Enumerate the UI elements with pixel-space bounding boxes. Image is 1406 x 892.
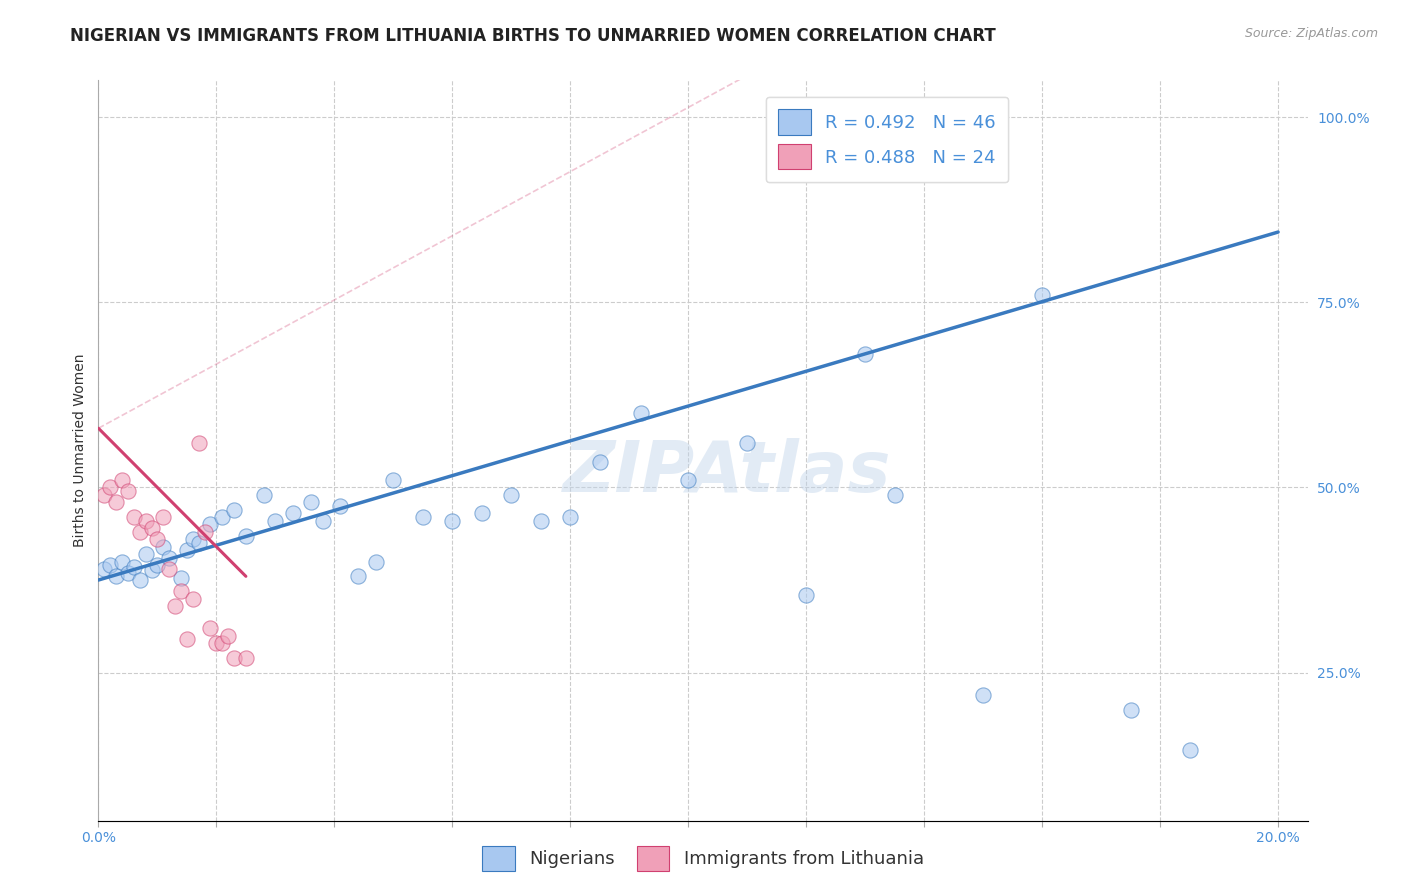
Text: Source: ZipAtlas.com: Source: ZipAtlas.com	[1244, 27, 1378, 40]
Point	[299, 495, 322, 509]
Point	[1178, 743, 1201, 757]
Point	[98, 480, 121, 494]
Point	[222, 502, 245, 516]
Point	[1119, 703, 1142, 717]
Point	[141, 563, 163, 577]
Point	[170, 571, 193, 585]
Point	[181, 591, 204, 606]
Point	[530, 514, 553, 528]
Point	[176, 632, 198, 647]
Point	[794, 588, 817, 602]
Point	[211, 510, 233, 524]
Legend: R = 0.492   N = 46, R = 0.488   N = 24: R = 0.492 N = 46, R = 0.488 N = 24	[765, 96, 1008, 182]
Point	[364, 554, 387, 569]
Point	[93, 488, 115, 502]
Point	[122, 510, 145, 524]
Point	[152, 540, 174, 554]
Point	[678, 473, 700, 487]
Point	[235, 528, 257, 542]
Point	[117, 484, 139, 499]
Point	[630, 407, 652, 421]
Point	[111, 554, 134, 569]
Point	[105, 569, 128, 583]
Point	[117, 566, 139, 580]
Point	[347, 569, 370, 583]
Point	[329, 499, 352, 513]
Point	[883, 488, 905, 502]
Point	[200, 517, 222, 532]
Legend: Nigerians, Immigrants from Lithuania: Nigerians, Immigrants from Lithuania	[475, 838, 931, 879]
Text: NIGERIAN VS IMMIGRANTS FROM LITHUANIA BIRTHS TO UNMARRIED WOMEN CORRELATION CHAR: NIGERIAN VS IMMIGRANTS FROM LITHUANIA BI…	[70, 27, 995, 45]
Y-axis label: Births to Unmarried Women: Births to Unmarried Women	[73, 354, 87, 547]
Point	[141, 521, 163, 535]
Point	[560, 510, 582, 524]
Point	[412, 510, 434, 524]
Point	[735, 436, 758, 450]
Point	[972, 688, 994, 702]
Point	[235, 650, 257, 665]
Point	[105, 495, 128, 509]
Point	[181, 533, 204, 547]
Point	[501, 488, 523, 502]
Point	[382, 473, 405, 487]
Point	[122, 560, 145, 574]
Point	[146, 533, 169, 547]
Point	[187, 536, 209, 550]
Point	[217, 628, 239, 642]
Point	[200, 621, 222, 635]
Point	[152, 510, 174, 524]
Point	[176, 543, 198, 558]
Point	[1031, 288, 1053, 302]
Point	[194, 524, 217, 539]
Point	[471, 507, 494, 521]
Point	[187, 436, 209, 450]
Point	[111, 473, 134, 487]
Point	[205, 636, 228, 650]
Point	[222, 650, 245, 665]
Point	[98, 558, 121, 573]
Point	[264, 514, 287, 528]
Point	[281, 507, 304, 521]
Point	[157, 562, 180, 576]
Point	[128, 573, 150, 587]
Point	[441, 514, 464, 528]
Text: ZIPAtlas: ZIPAtlas	[562, 438, 891, 508]
Point	[128, 524, 150, 539]
Point	[853, 347, 876, 361]
Point	[311, 514, 333, 528]
Point	[170, 584, 193, 599]
Point	[146, 558, 169, 573]
Point	[165, 599, 187, 613]
Point	[135, 514, 157, 528]
Point	[157, 550, 180, 565]
Point	[135, 547, 157, 561]
Point	[211, 636, 233, 650]
Point	[93, 562, 115, 576]
Point	[252, 488, 274, 502]
Point	[589, 454, 612, 468]
